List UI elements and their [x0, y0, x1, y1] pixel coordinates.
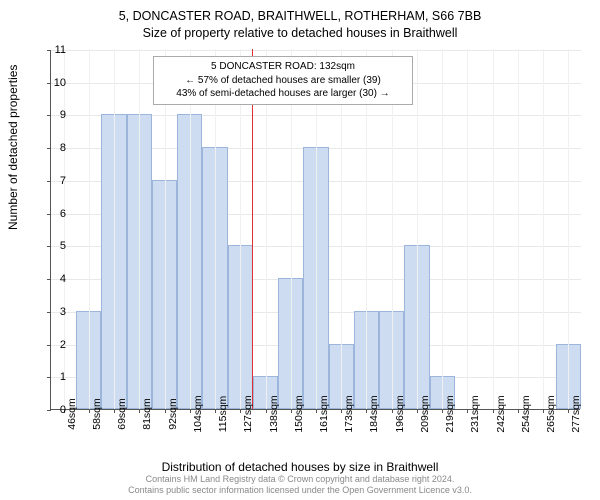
xtick-mark	[417, 409, 418, 413]
chart-title-block: 5, DONCASTER ROAD, BRAITHWELL, ROTHERHAM…	[0, 8, 600, 42]
x-axis-label: Distribution of detached houses by size …	[0, 460, 600, 474]
xtick-label: 242sqm	[495, 395, 507, 432]
xtick-label: 115sqm	[217, 396, 229, 433]
plot-area: 5 DONCASTER ROAD: 132sqm← 57% of detache…	[50, 50, 580, 410]
ytick-label: 8	[26, 142, 66, 154]
xtick-mark	[266, 409, 267, 413]
gridline-v	[64, 49, 65, 409]
xtick-label: 209sqm	[419, 395, 431, 432]
annotation-line-3: 43% of semi-detached houses are larger (…	[160, 87, 406, 101]
xtick-mark	[392, 409, 393, 413]
gridline-v	[543, 49, 544, 409]
ytick-label: 0	[26, 404, 66, 416]
xtick-label: 138sqm	[268, 395, 280, 432]
xtick-mark	[114, 409, 115, 413]
xtick-label: 196sqm	[394, 395, 406, 432]
gridline-v	[417, 49, 418, 409]
ytick-label: 2	[26, 339, 66, 351]
gridline-v	[139, 49, 140, 409]
annotation-line-1: 5 DONCASTER ROAD: 132sqm	[160, 60, 406, 74]
gridline-v	[493, 49, 494, 409]
ytick-label: 11	[26, 44, 66, 56]
xtick-mark	[291, 409, 292, 413]
ytick-label: 3	[26, 306, 66, 318]
xtick-label: 173sqm	[343, 395, 355, 432]
xtick-mark	[89, 409, 90, 413]
gridline-v	[114, 49, 115, 409]
annotation-box: 5 DONCASTER ROAD: 132sqm← 57% of detache…	[153, 56, 413, 105]
xtick-label: 58sqm	[91, 398, 103, 430]
chart-container: 5 DONCASTER ROAD: 132sqm← 57% of detache…	[50, 50, 580, 410]
xtick-label: 127sqm	[242, 395, 254, 432]
title-line-2: Size of property relative to detached ho…	[0, 25, 600, 42]
xtick-mark	[190, 409, 191, 413]
xtick-label: 184sqm	[368, 395, 380, 432]
xtick-mark	[493, 409, 494, 413]
footer-line-1: Contains HM Land Registry data © Crown c…	[0, 474, 600, 486]
ytick-label: 7	[26, 175, 66, 187]
gridline-v	[89, 49, 90, 409]
footer-line-2: Contains public sector information licen…	[0, 485, 600, 497]
gridline-v	[442, 49, 443, 409]
xtick-label: 69sqm	[116, 398, 128, 430]
ytick-label: 10	[26, 77, 66, 89]
xtick-mark	[316, 409, 317, 413]
xtick-label: 254sqm	[520, 395, 532, 432]
xtick-label: 219sqm	[444, 395, 456, 432]
ytick-label: 4	[26, 273, 66, 285]
xtick-mark	[543, 409, 544, 413]
ytick-label: 1	[26, 371, 66, 383]
xtick-label: 104sqm	[192, 395, 204, 432]
xtick-mark	[165, 409, 166, 413]
title-line-1: 5, DONCASTER ROAD, BRAITHWELL, ROTHERHAM…	[0, 8, 600, 25]
ytick-label: 6	[26, 208, 66, 220]
xtick-label: 265sqm	[545, 395, 557, 432]
xtick-label: 161sqm	[318, 395, 330, 432]
gridline-v	[467, 49, 468, 409]
gridline-v	[518, 49, 519, 409]
xtick-mark	[518, 409, 519, 413]
xtick-label: 231sqm	[469, 395, 481, 432]
xtick-mark	[215, 409, 216, 413]
xtick-label: 277sqm	[570, 395, 582, 432]
ytick-label: 9	[26, 109, 66, 121]
y-axis-label: Number of detached properties	[6, 65, 20, 230]
xtick-label: 150sqm	[293, 395, 305, 432]
gridline-v	[568, 49, 569, 409]
xtick-label: 92sqm	[167, 398, 179, 430]
footer-attribution: Contains HM Land Registry data © Crown c…	[0, 474, 600, 497]
ytick-label: 5	[26, 240, 66, 252]
xtick-label: 46sqm	[66, 398, 78, 430]
annotation-line-2: ← 57% of detached houses are smaller (39…	[160, 74, 406, 88]
xtick-label: 81sqm	[141, 398, 153, 430]
